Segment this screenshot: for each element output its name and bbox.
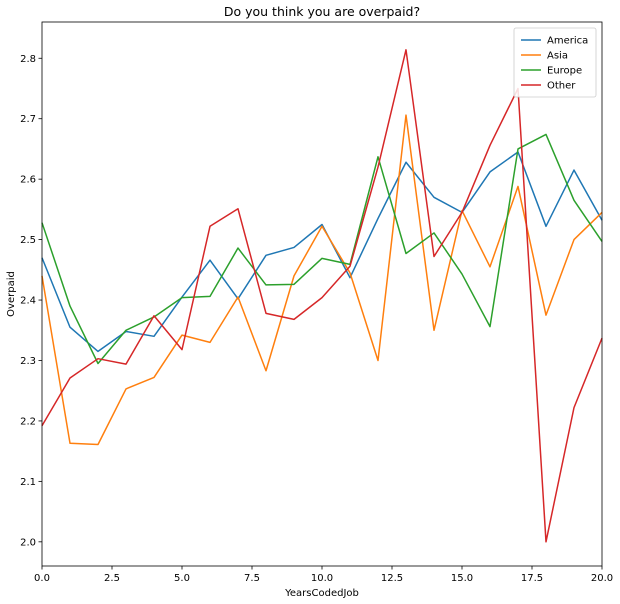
series-line-europe <box>41 133 603 365</box>
x-axis-ticks: 0.0 2.5 5.0 7.5 10.0 12.5 15.0 17.5 20.0 <box>34 566 613 584</box>
x-tick-label: 0.0 <box>34 573 50 584</box>
y-tick-label: 2.4 <box>20 296 36 307</box>
y-axis-ticks: 2.0 2.1 2.2 2.3 2.4 2.5 2.6 2.7 2.8 <box>20 54 42 548</box>
x-tick-label: 12.5 <box>381 573 403 584</box>
x-tick-label: 15.0 <box>451 573 473 584</box>
y-tick-label: 2.0 <box>20 537 36 548</box>
y-tick-label: 2.5 <box>20 235 36 246</box>
legend-label: Other <box>547 81 576 92</box>
legend-label: Asia <box>547 51 568 62</box>
legend-label: Europe <box>547 66 582 77</box>
x-tick-label: 2.5 <box>104 573 120 584</box>
x-axis-label: YearsCodedJob <box>284 588 359 599</box>
series-lines <box>41 49 603 543</box>
x-tick-label: 20.0 <box>591 573 613 584</box>
x-tick-label: 5.0 <box>174 573 190 584</box>
plot-area <box>42 22 602 566</box>
series-line-america <box>41 151 603 353</box>
y-tick-label: 2.6 <box>20 175 36 186</box>
legend: America Asia Europe Other <box>513 27 597 98</box>
y-tick-label: 2.7 <box>20 114 36 125</box>
x-tick-label: 10.0 <box>311 573 333 584</box>
series-line-asia <box>41 114 603 446</box>
y-tick-label: 2.3 <box>20 356 36 367</box>
y-tick-label: 2.8 <box>20 54 36 65</box>
y-tick-label: 2.1 <box>20 477 36 488</box>
legend-label: America <box>547 36 588 47</box>
x-tick-label: 17.5 <box>521 573 543 584</box>
chart-title: Do you think you are overpaid? <box>224 4 420 19</box>
x-tick-label: 7.5 <box>244 573 260 584</box>
y-axis-label: Overpaid <box>6 271 17 317</box>
legend-box <box>513 27 597 98</box>
y-tick-label: 2.2 <box>20 416 36 427</box>
series-line-other <box>41 49 603 543</box>
